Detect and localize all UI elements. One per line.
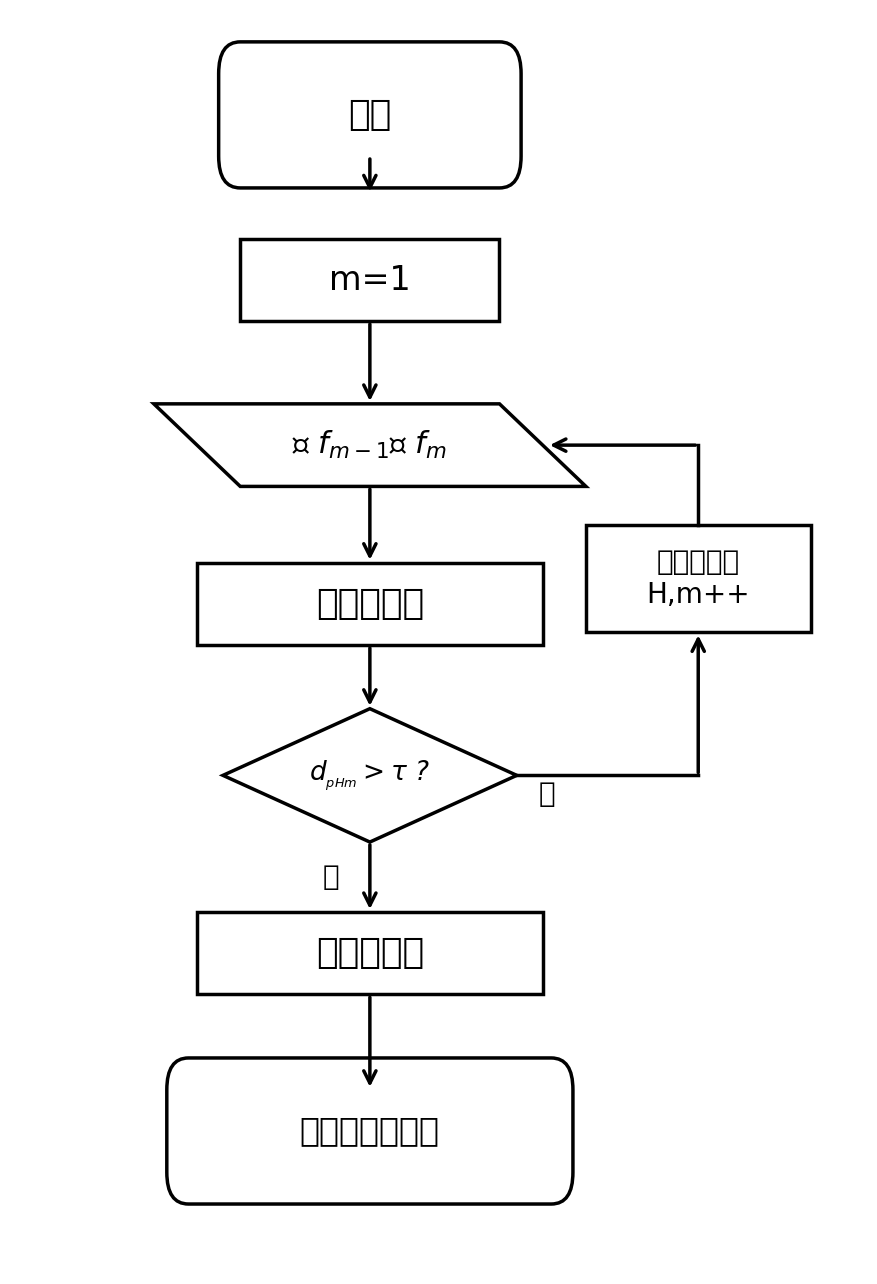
Bar xyxy=(585,525,809,633)
Polygon shape xyxy=(223,709,517,842)
Polygon shape xyxy=(153,404,585,487)
Text: $d_{_{pHm}}>\tau$ ?: $d_{_{pHm}}>\tau$ ? xyxy=(309,758,430,792)
Text: 是: 是 xyxy=(323,863,339,891)
Text: 聚集机理法: 聚集机理法 xyxy=(316,587,424,621)
Text: 开始: 开始 xyxy=(348,98,391,132)
Text: m=1: m=1 xyxy=(329,263,410,297)
Text: 合成关键帧视频: 合成关键帧视频 xyxy=(300,1115,439,1148)
Text: 删除当前帧
H,m++: 删除当前帧 H,m++ xyxy=(645,548,749,609)
Text: 否: 否 xyxy=(538,781,554,809)
Text: 保存当前帧: 保存当前帧 xyxy=(316,936,424,971)
Text: 取 $f_{m-1}$与 $f_m$: 取 $f_{m-1}$与 $f_m$ xyxy=(292,429,446,461)
Bar xyxy=(196,912,542,994)
Bar xyxy=(196,562,542,645)
Bar xyxy=(240,239,499,321)
FancyBboxPatch shape xyxy=(167,1058,573,1204)
FancyBboxPatch shape xyxy=(218,42,520,187)
